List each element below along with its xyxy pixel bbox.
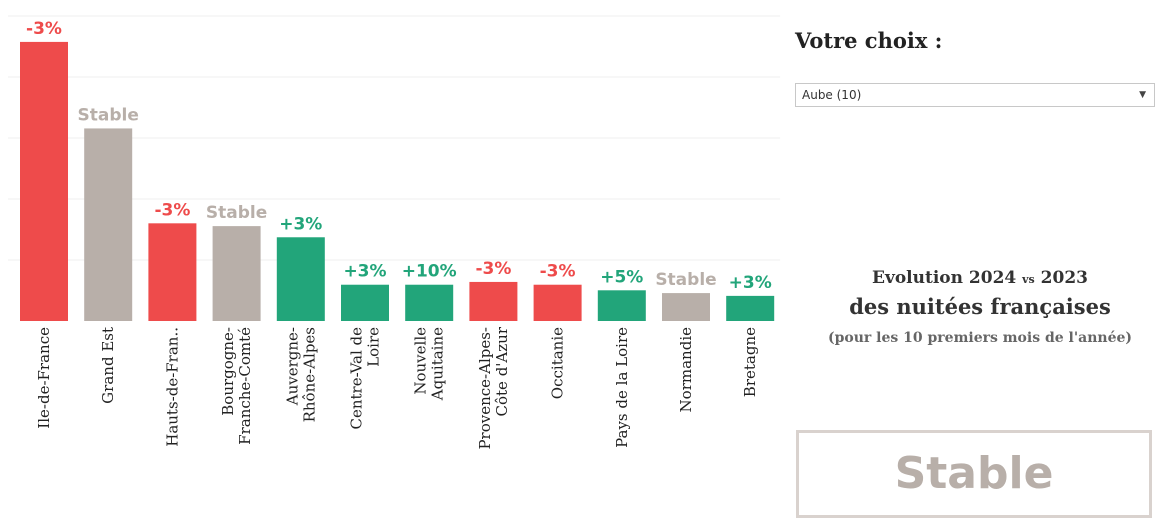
- bar-value-label: +10%: [402, 262, 457, 282]
- dropdown-arrow-icon[interactable]: ▼: [1139, 90, 1146, 100]
- bar[interactable]: [726, 295, 775, 321]
- bar-value-label: -3%: [475, 259, 511, 279]
- category-label-line: Grand Est: [99, 327, 117, 404]
- bar-value-label: -3%: [154, 200, 190, 220]
- evolution-subject: des nuitées françaises: [849, 294, 1111, 319]
- bar-value-label: +5%: [600, 267, 643, 287]
- category-label-line: Normandie: [677, 327, 695, 413]
- evolution-year-a: Evolution 2024: [872, 268, 1017, 288]
- bar[interactable]: [341, 284, 389, 321]
- bar[interactable]: [405, 284, 454, 321]
- category-label: Centre-Val de Loire: [348, 327, 383, 430]
- result-indicator: Stable: [796, 430, 1152, 518]
- category-label-line: Nouvelle: [412, 327, 430, 395]
- bar[interactable]: [212, 226, 261, 321]
- evolution-period: (pour les 10 premiers mois de l'année): [827, 330, 1133, 346]
- category-label: Grand Est: [99, 327, 117, 404]
- bar[interactable]: [533, 284, 582, 321]
- bar-value-label: +3%: [729, 273, 772, 293]
- category-label: Pays de la Loire: [613, 327, 631, 448]
- department-select[interactable]: Aube (10) ▼: [795, 83, 1155, 107]
- choice-title: Votre choix :: [795, 28, 943, 53]
- evolution-year-b: 2023: [1040, 268, 1088, 288]
- evolution-caption: Evolution 2024 vs 2023 des nuitées franç…: [815, 268, 1145, 349]
- category-label-line: Bretagne: [741, 327, 759, 397]
- bar-value-label: -3%: [540, 262, 576, 282]
- category-label-line: Provence-Alpes-: [476, 327, 494, 450]
- category-label-line: Occitanie: [549, 327, 567, 399]
- category-label-line: Auvergne-: [283, 327, 301, 406]
- category-label-line: Bourgogne-: [219, 327, 237, 416]
- category-label-line: Rhône-Alpes: [300, 327, 318, 422]
- category-label-line: Hauts-de-Fran..: [163, 327, 181, 447]
- category-label: Auvergne- Rhône-Alpes: [283, 327, 318, 422]
- category-label-line: Franche-Comté: [236, 327, 254, 445]
- category-label: Occitanie: [549, 327, 567, 399]
- category-label: Normandie: [677, 327, 695, 413]
- bar[interactable]: [148, 223, 197, 321]
- category-label-line: Ile-de-France: [35, 327, 53, 429]
- category-label-line: Loire: [365, 327, 383, 367]
- bar-value-label: +3%: [343, 262, 386, 282]
- category-label-line: Pays de la Loire: [613, 327, 631, 448]
- bar[interactable]: [662, 293, 710, 321]
- select-value: Aube (10): [802, 88, 862, 102]
- bar-value-label: -3%: [26, 19, 62, 39]
- bar[interactable]: [276, 237, 325, 321]
- bar[interactable]: [597, 290, 646, 321]
- category-label: Ile-de-France: [35, 327, 53, 429]
- category-label: Nouvelle Aquitaine: [412, 327, 447, 401]
- bar-value-label: Stable: [78, 105, 139, 125]
- side-panel: Votre choix : Aube (10) ▼ Evolution 2024…: [795, 0, 1161, 521]
- bar-chart: -3% Ile-de-France Stable Grand Est -3% Hauts-…: [8, 15, 781, 450]
- bar[interactable]: [469, 281, 518, 321]
- bar-value-label: +3%: [279, 214, 322, 234]
- category-label: Bourgogne- Franche-Comté: [219, 327, 254, 445]
- category-label: Bretagne: [741, 327, 759, 397]
- bar[interactable]: [20, 41, 68, 322]
- bar-value-label: Stable: [655, 270, 716, 290]
- evolution-heading: Evolution 2024 vs 2023: [815, 268, 1145, 288]
- evolution-vs: vs: [1022, 273, 1035, 286]
- category-label-line: Aquitaine: [429, 327, 447, 401]
- bar-value-label: Stable: [206, 203, 267, 223]
- category-label-line: Côte d'Azur: [493, 326, 511, 416]
- category-label: Hauts-de-Fran..: [163, 327, 181, 447]
- category-label-line: Centre-Val de: [348, 327, 366, 430]
- category-label: Provence-Alpes- Côte d'Azur: [476, 326, 511, 449]
- bar[interactable]: [84, 128, 133, 321]
